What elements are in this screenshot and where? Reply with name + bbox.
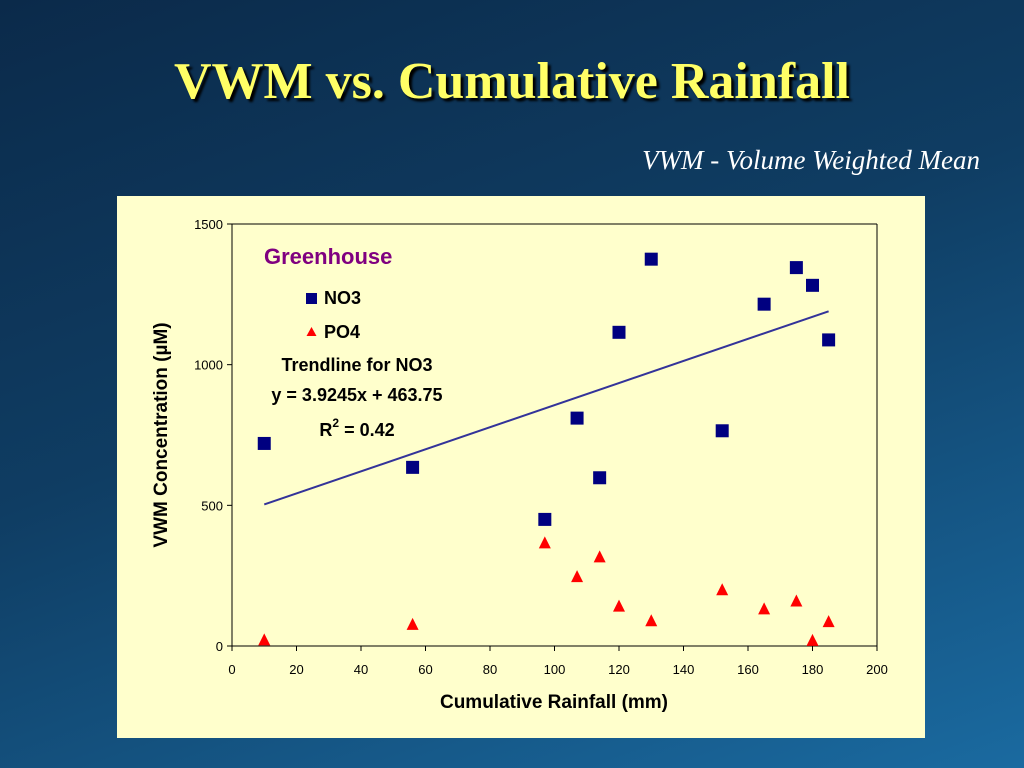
legend-no3-label: NO3 (324, 288, 361, 308)
y-tick-label: 0 (216, 639, 223, 654)
no3-point (570, 411, 584, 425)
po4-point (758, 602, 771, 615)
legend-po4-marker (306, 327, 317, 336)
r-squared-superscript: 2 (332, 416, 339, 430)
no3-point (644, 252, 658, 266)
y-tick-label: 1500 (194, 217, 223, 232)
no3-point (257, 436, 271, 450)
slide-title: VWM vs. Cumulative Rainfall (174, 53, 850, 110)
chart-panel: 0 20 40 60 80 100 120 140 160 180 200 0 500 1000 1500 … (117, 196, 925, 738)
trendline-group (263, 310, 829, 506)
r-squared-prefix: R (319, 420, 332, 440)
po4-point (645, 614, 658, 627)
trendline-equation: y = 3.9245x + 463.75 (271, 385, 442, 405)
chart-annotation-title: Greenhouse (264, 244, 392, 269)
po4-point (613, 599, 625, 612)
y-axis-title: VWM Concentration (µM) (151, 322, 172, 547)
no3-point (757, 297, 771, 311)
axes (231, 223, 878, 647)
no3-point (593, 471, 607, 485)
r-squared-value: = 0.42 (339, 420, 395, 440)
ticks: 0 20 40 60 80 100 120 140 160 180 200 0 500 1000 1500 (194, 217, 888, 677)
po4-point (593, 550, 606, 563)
no3-point (822, 333, 836, 347)
r-squared-label: R2 = 0.42 (319, 416, 394, 440)
x-tick-label: 20 (289, 662, 303, 677)
po4-point (258, 633, 271, 646)
no3-point (806, 278, 819, 292)
no3-point (406, 460, 420, 474)
no3-point (538, 512, 552, 526)
scatter-chart: 0 20 40 60 80 100 120 140 160 180 200050010001500 … (151, 217, 888, 713)
po4-point (538, 536, 551, 549)
x-tick-label: 200 (866, 662, 888, 677)
x-axis-title: Cumulative Rainfall (mm) (440, 692, 668, 713)
trendline-label: Trendline for NO3 (281, 355, 432, 375)
no3-point (715, 424, 729, 438)
legend-po4-label: PO4 (324, 322, 360, 342)
po4-point (406, 617, 419, 630)
slide-subtitle: VWM - Volume Weighted Mean (642, 145, 980, 175)
x-tick-label: 120 (608, 662, 630, 677)
po4-point (716, 583, 729, 596)
po4-point (571, 570, 584, 583)
data-marks (257, 252, 836, 646)
legend-no3-marker (306, 293, 317, 304)
no3-point (612, 325, 626, 339)
x-tick-label: 180 (802, 662, 824, 677)
po4-point (822, 615, 835, 628)
x-tick-label: 80 (483, 662, 497, 677)
x-tick-label: 140 (673, 662, 695, 677)
x-tick-label: 160 (737, 662, 759, 677)
legend: NO3 PO4 (306, 288, 361, 342)
po4-point (806, 633, 819, 646)
x-tick-label: 60 (418, 662, 432, 677)
po4-point (790, 594, 803, 607)
x-tick-label: 100 (544, 662, 566, 677)
x-tick-label: 40 (354, 662, 368, 677)
no3-trendline (263, 310, 829, 506)
x-tick-label: 0 (228, 662, 235, 677)
y-tick-label: 1000 (194, 358, 223, 373)
no3-point (789, 261, 803, 275)
y-tick-label: 500 (201, 498, 223, 513)
